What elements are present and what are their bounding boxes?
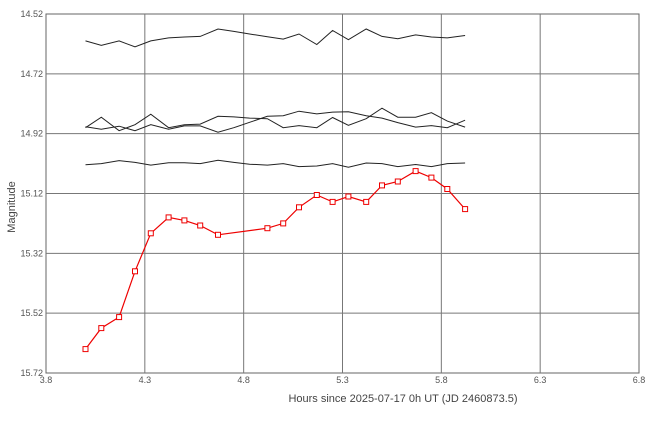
data-point — [363, 198, 370, 205]
x-tick-label: 5.3 — [336, 375, 349, 385]
x-tick-label: 6.3 — [534, 375, 547, 385]
series-3 — [85, 110, 466, 133]
series-5 — [82, 168, 469, 353]
series-1 — [85, 28, 466, 48]
data-point — [412, 168, 419, 175]
data-point — [280, 220, 287, 227]
data-point — [394, 178, 401, 185]
series-2 — [85, 107, 466, 132]
y-tick-label: 15.72 — [20, 368, 43, 378]
y-tick-label: 15.12 — [20, 189, 43, 199]
data-point — [296, 204, 302, 211]
data-point — [462, 206, 469, 213]
data-point — [264, 225, 271, 232]
series-4-line — [85, 159, 466, 168]
data-point — [82, 346, 89, 353]
y-tick-label: 14.52 — [20, 9, 43, 19]
data-point — [215, 231, 221, 238]
y-tick-label: 15.32 — [20, 248, 43, 258]
y-tick-label: 15.52 — [20, 308, 43, 318]
data-point — [116, 314, 123, 321]
data-point — [181, 217, 188, 224]
series-4 — [85, 159, 466, 168]
data-point — [147, 230, 154, 237]
x-axis-title: Hours since 2025-07-17 0h UT (JD 2460873… — [288, 393, 517, 405]
data-point — [165, 214, 172, 221]
x-tick-label: 3.8 — [40, 375, 53, 385]
x-tick-label: 4.8 — [237, 375, 250, 385]
series-5-line — [85, 170, 466, 350]
data-point — [444, 186, 451, 192]
data-point — [98, 325, 105, 332]
data-point — [197, 222, 204, 229]
series-group — [82, 28, 469, 353]
y-tick-label: 14.72 — [20, 69, 43, 79]
data-point — [313, 192, 320, 198]
data-point — [345, 193, 352, 200]
grid — [46, 14, 639, 373]
data-point — [379, 182, 385, 189]
y-axis-title: Magnitude — [6, 181, 18, 232]
x-tick-label: 5.8 — [435, 375, 448, 385]
tick-labels: 3.8 4.3 4.8 5.3 5.8 6.3 6.8 14.52 14.72 14.92 15.1… — [20, 9, 645, 385]
data-point — [428, 174, 435, 181]
x-tick-label: 4.3 — [139, 375, 152, 385]
data-point — [329, 198, 336, 205]
data-point — [132, 268, 138, 275]
series-2-line — [85, 107, 466, 132]
x-tick-label: 6.8 — [633, 375, 646, 385]
series-1-line — [85, 28, 466, 48]
series-3-line — [85, 110, 466, 133]
y-tick-label: 14.92 — [20, 129, 43, 139]
